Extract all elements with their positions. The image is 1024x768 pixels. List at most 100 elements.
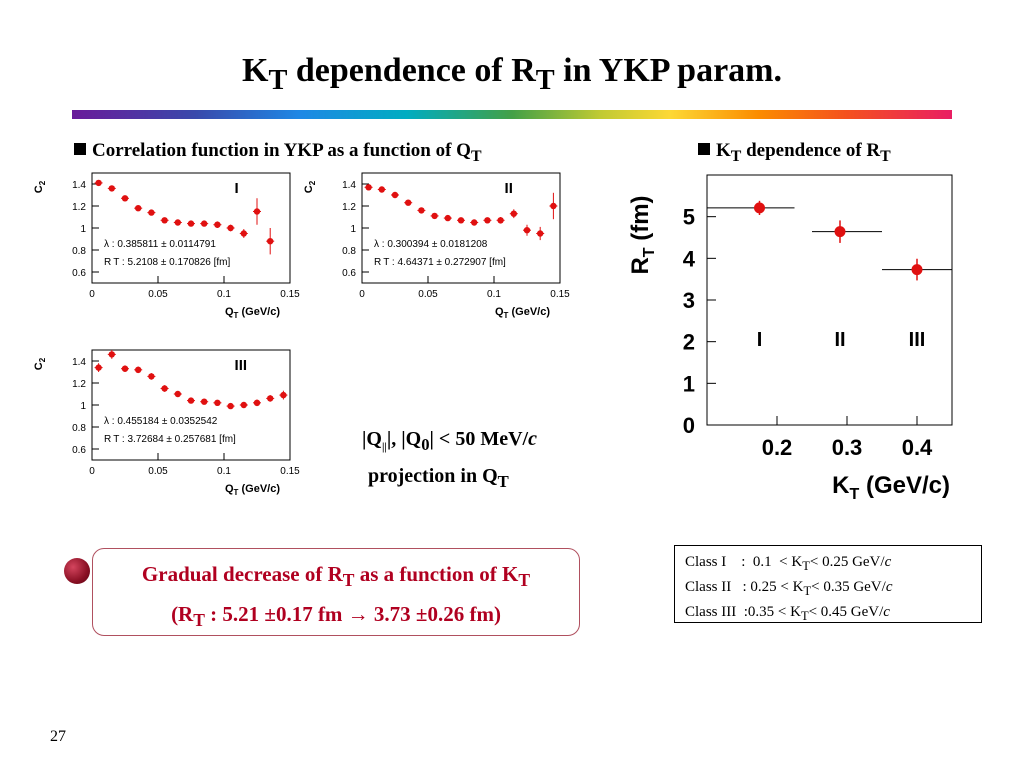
correlation-plot-class-1: 0.6 0.8 1 1.2 1.4 0 0.05 0.1 0.15 C2 QT (GeV/c) Iλ … bbox=[33, 172, 300, 320]
data-point bbox=[484, 217, 491, 224]
x-tick-label: 0.05 bbox=[418, 289, 438, 300]
class-label: I bbox=[235, 180, 239, 197]
data-point bbox=[405, 199, 412, 206]
y-tick-label: 3 bbox=[683, 288, 695, 313]
data-point bbox=[174, 219, 181, 226]
data-point bbox=[121, 365, 129, 372]
rainbow-divider bbox=[72, 110, 952, 119]
radius-fit-result: R T : 4.64371 ± 0.272907 [fm] bbox=[374, 257, 506, 268]
y-tick-label: 1 bbox=[683, 371, 695, 396]
plot-frame bbox=[706, 174, 953, 426]
data-point bbox=[240, 230, 247, 237]
class-1-definition: Class I : 0.1 < KT< 0.25 GeV/c bbox=[685, 554, 892, 573]
data-point bbox=[227, 224, 234, 232]
data-point bbox=[431, 212, 438, 220]
correlation-plot-class-3: 0.6 0.8 1 1.2 1.4 0 0.05 0.1 0.15 C2 QT (GeV/c) III… bbox=[33, 349, 300, 497]
x-tick-label: 0.05 bbox=[148, 466, 168, 477]
data-point bbox=[148, 209, 155, 216]
data-point bbox=[135, 205, 142, 212]
data-point bbox=[108, 185, 116, 192]
y-tick-label: 1 bbox=[350, 224, 356, 235]
x-tick-label: 0 bbox=[359, 289, 365, 300]
x-tick-label: 0.1 bbox=[217, 289, 231, 300]
data-point bbox=[444, 214, 451, 222]
conclusion-box: Gradual decrease of RT as a function of … bbox=[92, 548, 580, 636]
data-point bbox=[174, 390, 181, 398]
data-point bbox=[161, 385, 168, 392]
data-point bbox=[834, 226, 846, 238]
x-tick-label: 0.15 bbox=[550, 289, 570, 300]
x-tick-label: 0.3 bbox=[832, 435, 863, 460]
projection-line-1: |Q|||, |Q0| < 50 MeV/c bbox=[362, 428, 537, 454]
data-point bbox=[214, 399, 221, 406]
y-axis-label: RT (fm) bbox=[627, 195, 658, 274]
radius-fit-result: R T : 3.72684 ± 0.257681 [fm] bbox=[104, 434, 236, 445]
page-number: 27 bbox=[50, 728, 66, 745]
lambda-fit-result: λ : 0.385811 ± 0.0114791 bbox=[104, 239, 216, 250]
data-point bbox=[911, 264, 923, 276]
data-point bbox=[267, 395, 274, 402]
conclusion-line-2: (RT : 5.21 ±0.17 fm → 3.73 ±0.26 fm) bbox=[171, 602, 501, 631]
x-tick-label: 0.1 bbox=[217, 466, 231, 477]
round-bullet-icon bbox=[64, 558, 90, 584]
x-axis-label: QT (GeV/c) bbox=[225, 306, 280, 320]
data-point bbox=[187, 397, 195, 404]
x-tick-label: 0 bbox=[89, 289, 95, 300]
data-point bbox=[108, 351, 116, 358]
data-point bbox=[418, 207, 425, 214]
y-tick-label: 1.4 bbox=[72, 357, 86, 368]
data-point bbox=[365, 184, 372, 191]
x-tick-label: 0.2 bbox=[762, 435, 793, 460]
data-point bbox=[253, 208, 261, 215]
data-point bbox=[391, 191, 399, 199]
projection-line-2: projection in QT bbox=[368, 465, 509, 491]
class-3-definition: Class III :0.35 < KT< 0.45 GeV/c bbox=[685, 604, 890, 623]
lambda-fit-result: λ : 0.300394 ± 0.0181208 bbox=[374, 239, 488, 250]
data-point bbox=[497, 217, 504, 224]
data-point bbox=[523, 227, 531, 234]
data-point bbox=[227, 402, 234, 410]
class-definition-box: Class I : 0.1 < KT< 0.25 GeV/c Class II … bbox=[674, 545, 982, 623]
y-tick-label: 2 bbox=[683, 330, 695, 355]
x-axis-label: QT (GeV/c) bbox=[495, 306, 550, 320]
y-tick-label: 0.6 bbox=[72, 445, 86, 456]
slide-title: KT dependence of RT in YKP param. bbox=[242, 52, 782, 96]
class-label: I bbox=[757, 329, 763, 351]
y-tick-label: 0.6 bbox=[72, 268, 86, 279]
y-axis-label: C2 bbox=[303, 180, 317, 193]
radius-fit-result: R T : 5.2108 ± 0.170826 [fm] bbox=[104, 257, 230, 268]
data-point bbox=[148, 373, 155, 380]
conclusion-line-1: Gradual decrease of RT as a function of … bbox=[141, 562, 531, 591]
data-point bbox=[471, 219, 478, 226]
lambda-fit-result: λ : 0.455184 ± 0.0352542 bbox=[104, 416, 218, 427]
data-point bbox=[95, 179, 102, 187]
x-tick-label: 0.15 bbox=[280, 289, 300, 300]
x-axis-label: QT (GeV/c) bbox=[225, 483, 280, 497]
plot-frame bbox=[91, 172, 291, 284]
y-tick-label: 0.6 bbox=[342, 268, 356, 279]
data-point bbox=[457, 217, 465, 224]
correlation-plot-class-2: 0.6 0.8 1 1.2 1.4 0 0.05 0.1 0.15 C2 QT (GeV/c) II λ… bbox=[303, 172, 570, 320]
data-point bbox=[253, 399, 261, 406]
y-axis-label: C2 bbox=[33, 180, 47, 193]
y-tick-label: 4 bbox=[683, 246, 696, 271]
y-tick-label: 0.8 bbox=[72, 246, 86, 257]
y-tick-label: 0.8 bbox=[342, 246, 356, 257]
class-label: III bbox=[235, 357, 248, 374]
class-label: III bbox=[909, 329, 926, 351]
x-tick-label: 0.15 bbox=[280, 466, 300, 477]
x-tick-label: 0.4 bbox=[902, 435, 933, 460]
data-point bbox=[161, 217, 168, 224]
data-point bbox=[510, 210, 517, 217]
x-tick-label: 0.1 bbox=[487, 289, 501, 300]
y-tick-label: 1 bbox=[80, 224, 86, 235]
y-axis-label: C2 bbox=[33, 357, 47, 370]
data-point bbox=[95, 364, 102, 371]
data-point bbox=[550, 202, 557, 210]
x-axis-label: KT (GeV/c) bbox=[832, 472, 950, 500]
data-point bbox=[214, 221, 221, 228]
y-tick-label: 1.4 bbox=[72, 180, 86, 191]
data-point bbox=[378, 186, 385, 193]
y-tick-label: 1 bbox=[80, 401, 86, 412]
